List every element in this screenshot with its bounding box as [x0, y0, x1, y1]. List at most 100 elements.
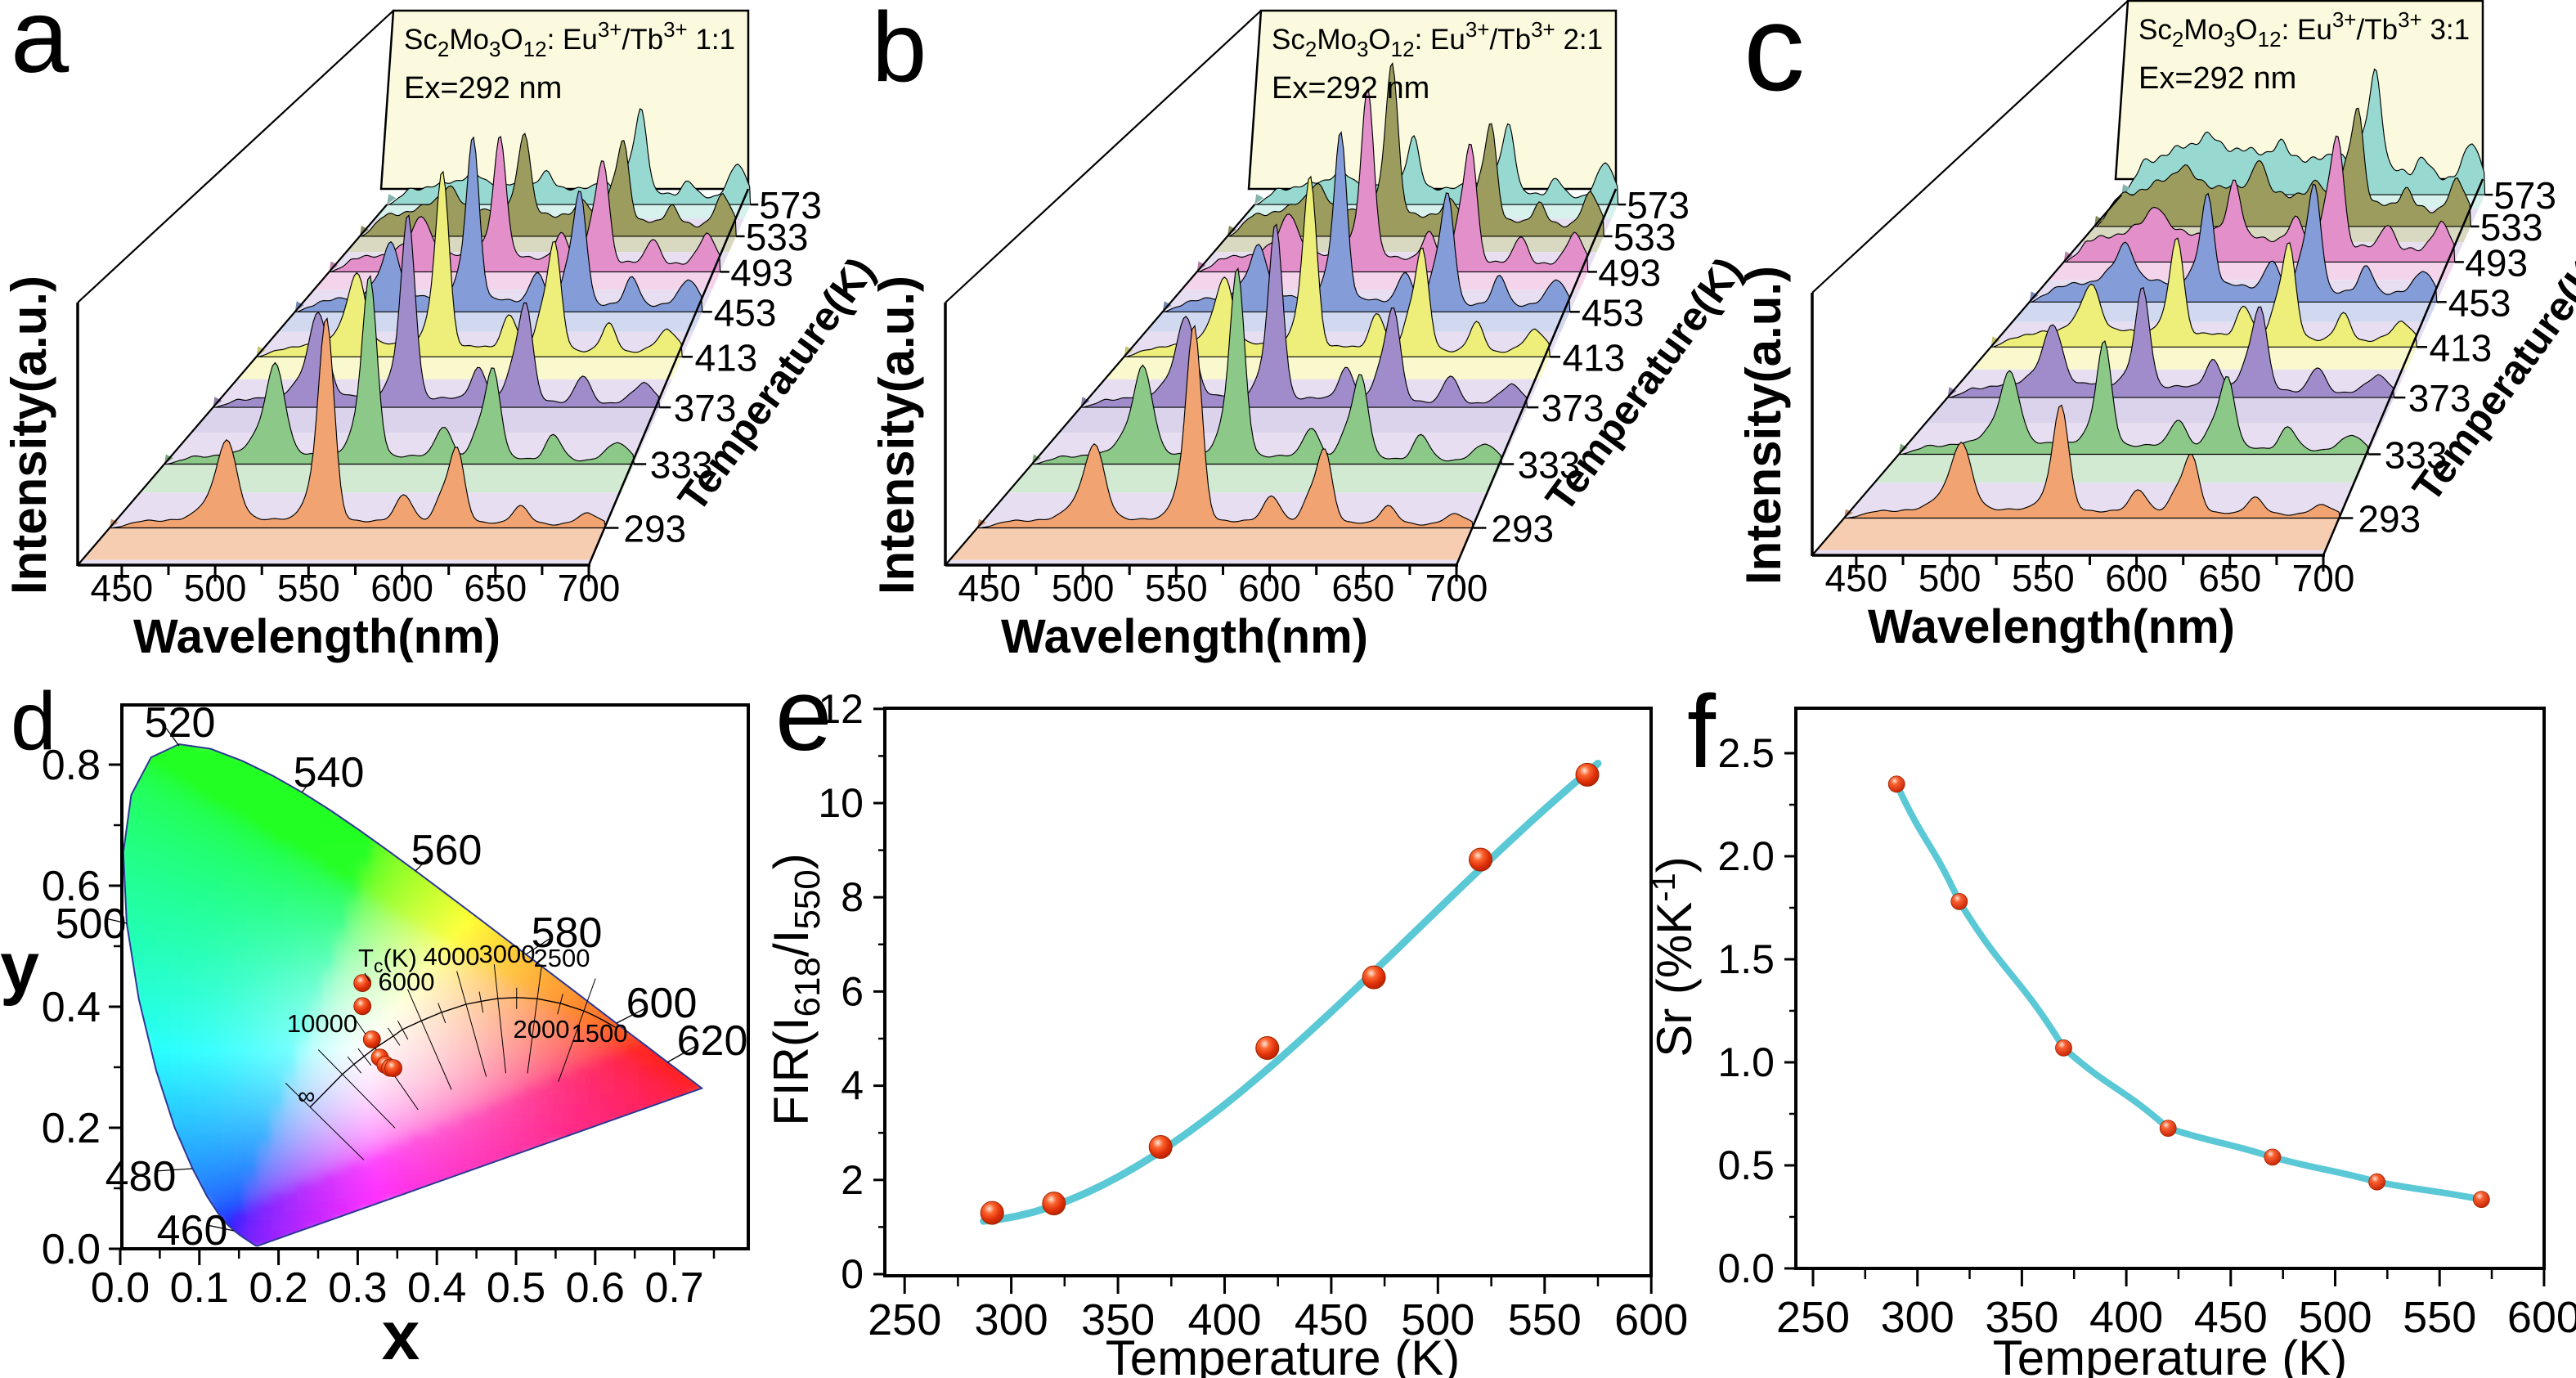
- svg-text:Ex=292 nm: Ex=292 nm: [2138, 61, 2296, 96]
- svg-text:f: f: [1687, 674, 1717, 789]
- svg-text:Wavelength(nm): Wavelength(nm): [1868, 600, 2235, 653]
- svg-text:300: 300: [975, 1295, 1048, 1344]
- svg-text:413: 413: [1563, 336, 1626, 379]
- svg-text:600: 600: [1614, 1295, 1688, 1344]
- svg-text:Temperature (K): Temperature (K): [1993, 1331, 2347, 1378]
- svg-text:533: 533: [1613, 216, 1676, 258]
- svg-text:533: 533: [746, 216, 809, 258]
- svg-text:∞: ∞: [298, 1083, 315, 1110]
- svg-text:650: 650: [1331, 567, 1394, 609]
- svg-text:550: 550: [1508, 1295, 1582, 1344]
- svg-text:400: 400: [2089, 1293, 2163, 1342]
- svg-text:6000: 6000: [379, 967, 435, 996]
- svg-text:373: 373: [2408, 377, 2471, 420]
- svg-text:493: 493: [730, 251, 793, 294]
- svg-text:493: 493: [2465, 241, 2528, 284]
- svg-text:Ex=292 nm: Ex=292 nm: [1272, 71, 1429, 105]
- svg-text:333: 333: [650, 444, 713, 487]
- svg-text:250: 250: [1776, 1293, 1850, 1342]
- svg-text:0.0: 0.0: [91, 1264, 150, 1312]
- svg-text:Sc2Mo3O12: Eu3+/Tb3+ 1:1: Sc2Mo3O12: Eu3+/Tb3+ 1:1: [404, 17, 735, 61]
- svg-text:0.8: 0.8: [42, 742, 101, 789]
- svg-text:480: 480: [105, 1153, 177, 1201]
- svg-text:550: 550: [2403, 1293, 2476, 1342]
- svg-text:460: 460: [157, 1207, 228, 1255]
- svg-text:413: 413: [2430, 326, 2493, 369]
- svg-text:500: 500: [56, 900, 127, 948]
- svg-text:573: 573: [759, 184, 822, 227]
- svg-text:0.1: 0.1: [170, 1264, 229, 1312]
- svg-text:650: 650: [464, 567, 527, 609]
- svg-text:Wavelength(nm): Wavelength(nm): [1001, 610, 1368, 663]
- svg-text:600: 600: [1238, 567, 1301, 609]
- svg-text:Wavelength(nm): Wavelength(nm): [133, 610, 500, 663]
- svg-text:700: 700: [2292, 557, 2355, 599]
- svg-text:700: 700: [1425, 567, 1488, 609]
- svg-text:2.5: 2.5: [1717, 730, 1775, 776]
- svg-text:600: 600: [626, 980, 698, 1027]
- svg-text:0: 0: [841, 1251, 864, 1297]
- svg-text:0.7: 0.7: [644, 1264, 703, 1312]
- svg-text:Ex=292 nm: Ex=292 nm: [404, 71, 562, 105]
- svg-text:Intensity(a.u.): Intensity(a.u.): [1736, 266, 1791, 585]
- svg-text:e: e: [775, 658, 832, 772]
- svg-text:6: 6: [841, 968, 864, 1014]
- svg-text:450: 450: [958, 567, 1021, 609]
- svg-text:600: 600: [2507, 1293, 2576, 1342]
- svg-text:8: 8: [841, 874, 864, 920]
- svg-text:0.2: 0.2: [249, 1264, 307, 1312]
- svg-text:1500: 1500: [572, 1019, 628, 1048]
- svg-text:0.4: 0.4: [407, 1264, 466, 1312]
- svg-text:y: y: [0, 928, 39, 1007]
- svg-text:2500: 2500: [534, 944, 590, 972]
- svg-text:550: 550: [277, 567, 340, 609]
- svg-text:350: 350: [1985, 1293, 2058, 1342]
- svg-text:573: 573: [1627, 184, 1690, 227]
- svg-text:400: 400: [1187, 1295, 1261, 1344]
- svg-text:0.6: 0.6: [42, 863, 101, 910]
- svg-text:573: 573: [2493, 174, 2556, 217]
- svg-text:600: 600: [2105, 557, 2168, 599]
- svg-text:520: 520: [145, 699, 216, 747]
- svg-text:10000: 10000: [287, 1009, 357, 1038]
- svg-text:1.0: 1.0: [1717, 1039, 1775, 1085]
- svg-text:4000: 4000: [424, 942, 480, 971]
- svg-text:x: x: [382, 1297, 420, 1374]
- svg-text:4: 4: [841, 1063, 864, 1109]
- svg-text:533: 533: [2480, 206, 2543, 249]
- svg-text:500: 500: [1401, 1295, 1474, 1344]
- svg-text:500: 500: [1052, 567, 1115, 609]
- svg-text:Tc(K): Tc(K): [358, 944, 417, 976]
- svg-text:b: b: [872, 0, 927, 102]
- svg-text:373: 373: [674, 387, 737, 429]
- svg-text:300: 300: [1881, 1293, 1954, 1342]
- svg-text:650: 650: [2198, 557, 2261, 599]
- svg-text:0.0: 0.0: [42, 1226, 101, 1273]
- svg-text:250: 250: [868, 1295, 941, 1344]
- svg-text:Intensity(a.u.): Intensity(a.u.): [2, 276, 56, 595]
- svg-text:293: 293: [1491, 508, 1554, 550]
- svg-text:453: 453: [714, 291, 777, 334]
- svg-text:550: 550: [1145, 567, 1208, 609]
- svg-text:500: 500: [1919, 557, 1981, 599]
- svg-text:0.3: 0.3: [328, 1264, 387, 1312]
- svg-text:c: c: [1744, 0, 1805, 116]
- svg-text:12: 12: [818, 686, 864, 732]
- svg-text:0.0: 0.0: [1717, 1246, 1775, 1291]
- svg-text:2: 2: [841, 1157, 864, 1203]
- svg-text:600: 600: [370, 567, 433, 609]
- svg-text:493: 493: [1598, 251, 1661, 294]
- svg-text:350: 350: [1081, 1295, 1155, 1344]
- svg-text:620: 620: [677, 1017, 748, 1065]
- svg-text:453: 453: [2448, 281, 2511, 324]
- svg-text:Intensity(a.u.): Intensity(a.u.): [869, 276, 924, 595]
- svg-text:0.4: 0.4: [42, 984, 101, 1031]
- svg-text:293: 293: [2358, 498, 2421, 541]
- svg-text:d: d: [11, 676, 56, 767]
- svg-text:0.6: 0.6: [566, 1264, 625, 1312]
- svg-text:453: 453: [1582, 291, 1645, 334]
- svg-text:0.5: 0.5: [1717, 1142, 1775, 1188]
- svg-text:Temperature (K): Temperature (K): [1106, 1331, 1460, 1378]
- svg-text:450: 450: [1295, 1295, 1368, 1344]
- svg-text:2.0: 2.0: [1717, 833, 1775, 879]
